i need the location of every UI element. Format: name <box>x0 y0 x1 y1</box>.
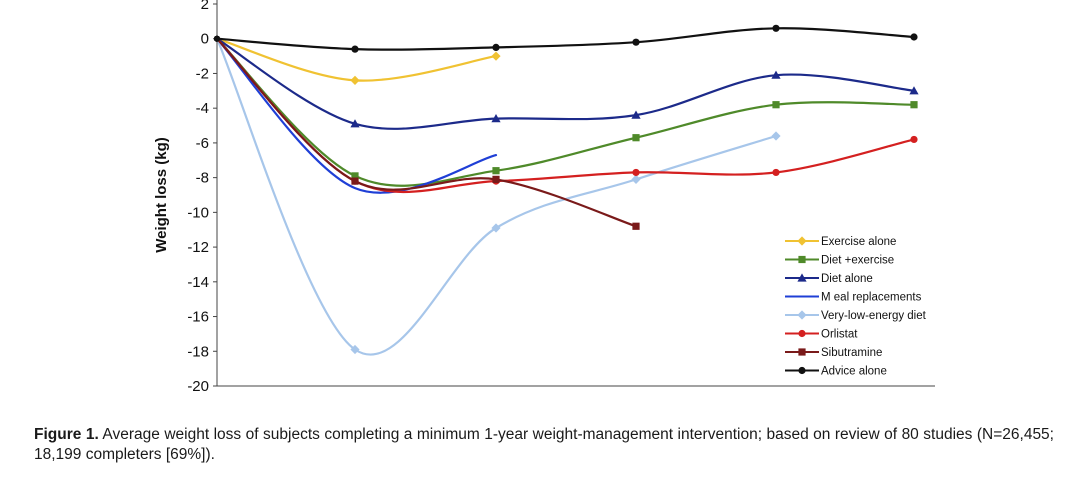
series-line-advice-alone <box>215 27 916 51</box>
legend-marker-sibutramine <box>798 348 806 356</box>
legend-marker-exercise-alone <box>797 236 807 246</box>
data-point-advice-alone <box>351 45 359 53</box>
series-line-very-low-energy-diet <box>215 37 778 356</box>
data-point-diet-exercise <box>351 172 359 180</box>
y-tick-label: -12 <box>187 239 209 256</box>
data-point-diet-alone <box>491 114 501 123</box>
legend-label: Exercise alone <box>821 236 896 248</box>
data-point-orlistat <box>632 168 640 177</box>
y-tick-label: 0 <box>201 31 209 48</box>
chart-svg: 20-2-4-6-8-10-12-14-16-18-206-mo12-mo24-… <box>153 0 937 417</box>
y-tick-label: -10 <box>187 204 209 221</box>
data-point-sibutramine <box>351 177 359 185</box>
y-tick-label: -6 <box>196 135 209 152</box>
data-point-advice-alone <box>492 43 500 52</box>
data-point-advice-alone <box>772 24 780 32</box>
data-point-diet-exercise <box>492 167 500 175</box>
data-point-very-low-energy-diet <box>631 174 641 184</box>
series-line-sibutramine <box>215 37 638 228</box>
data-point-sibutramine <box>492 175 500 183</box>
data-point-diet-alone <box>350 119 360 128</box>
series-line-diet-alone <box>215 37 916 130</box>
y-tick-label: -20 <box>187 378 209 395</box>
legend-label: Advice alone <box>821 366 887 378</box>
legend-marker-diet-exercise <box>798 255 806 264</box>
y-tick-label: -2 <box>196 65 209 82</box>
data-point-diet-alone <box>771 70 781 79</box>
data-point-diet-exercise <box>910 101 918 109</box>
legend-label: Diet alone <box>821 273 873 285</box>
data-point-orlistat <box>910 135 918 144</box>
data-point-very-low-energy-diet <box>350 344 360 355</box>
legend-marker-very-low-energy-diet <box>797 310 807 320</box>
series-line-orlistat <box>215 37 916 193</box>
figure-caption: Figure 1. Average weight loss of subject… <box>34 425 1054 465</box>
series-line-exercise-alone <box>215 37 498 82</box>
data-point-orlistat <box>772 168 780 177</box>
data-point-exercise-alone <box>491 51 501 61</box>
legend-marker-orlistat <box>798 329 806 338</box>
data-point-exercise-alone <box>350 75 360 85</box>
series-origin-point <box>214 35 220 42</box>
caption-label: Figure 1. <box>34 426 99 443</box>
legend-label: Diet +exercise <box>821 255 894 267</box>
y-tick-label: 2 <box>201 0 209 13</box>
legend-marker-diet-alone <box>797 273 807 282</box>
y-tick-label: -14 <box>187 274 209 291</box>
series-line-m-eal-replacements <box>215 37 498 194</box>
data-point-diet-alone <box>631 110 641 119</box>
data-point-advice-alone <box>910 33 918 41</box>
caption-text: Average weight loss of subjects completi… <box>34 426 1054 463</box>
y-tick-label: -16 <box>187 309 209 326</box>
weight-loss-chart: 20-2-4-6-8-10-12-14-16-18-206-mo12-mo24-… <box>153 0 937 417</box>
y-tick-label: -4 <box>196 100 209 117</box>
data-point-very-low-energy-diet <box>491 223 501 233</box>
y-tick-label: -8 <box>196 170 209 187</box>
data-point-diet-exercise <box>772 101 780 109</box>
legend-label: M eal replacements <box>821 292 922 304</box>
data-point-advice-alone <box>632 38 640 46</box>
legend-label: Very-low-energy diet <box>821 310 927 322</box>
data-point-diet-alone <box>909 86 919 95</box>
legend-marker-advice-alone <box>798 366 806 375</box>
data-point-diet-exercise <box>632 134 640 142</box>
series-line-diet-exercise <box>215 37 916 187</box>
y-axis-title: Weight loss (kg) <box>153 137 170 253</box>
data-point-very-low-energy-diet <box>771 131 781 141</box>
y-tick-label: -18 <box>187 343 209 360</box>
legend-label: Orlistat <box>821 329 858 341</box>
legend-label: Sibutramine <box>821 347 882 359</box>
data-point-sibutramine <box>632 222 640 230</box>
